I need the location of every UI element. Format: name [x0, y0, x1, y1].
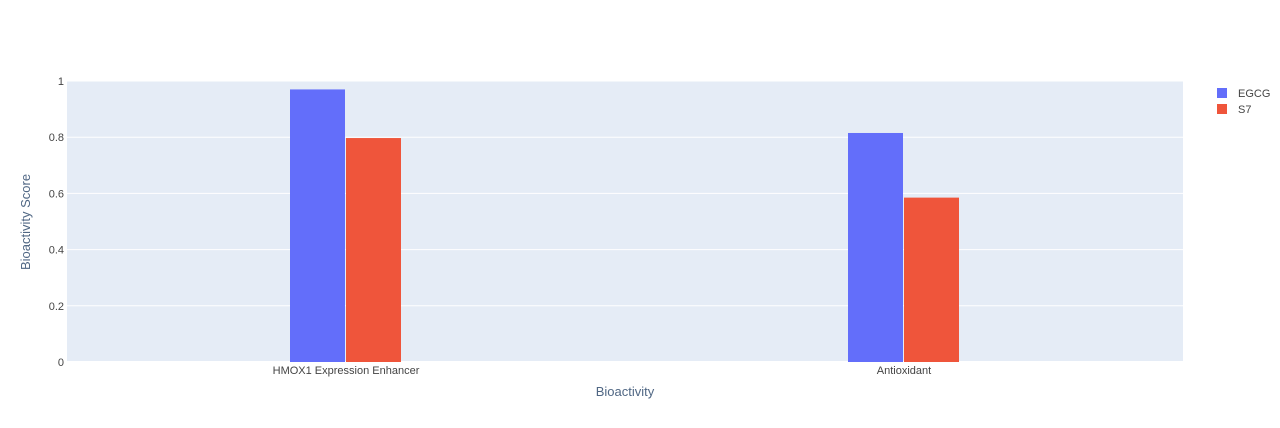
y-tick-label: 0.8: [49, 132, 64, 144]
y-tick-label: 0: [58, 357, 64, 369]
legend: EGCG S7: [1217, 88, 1270, 116]
y-axis-title: Bioactivity Score: [18, 174, 33, 270]
legend-swatch-egcg: [1217, 88, 1227, 98]
x-tick-label: HMOX1 Expression Enhancer: [273, 365, 420, 377]
bar-s7: [904, 197, 959, 362]
x-axis-title: Bioactivity: [596, 384, 655, 399]
gridlines: [67, 80, 1183, 363]
legend-swatch-s7: [1217, 104, 1227, 114]
y-axis-ticks: 0 0.2 0.4 0.6 0.8 1: [49, 76, 64, 369]
bars: [290, 89, 959, 363]
bar-egcg: [848, 132, 903, 362]
x-tick-label: Antioxidant: [877, 365, 931, 377]
legend-label-egcg: EGCG: [1238, 88, 1270, 100]
bar-s7: [346, 138, 401, 362]
y-tick-label: 1: [58, 76, 64, 88]
legend-label-s7: S7: [1238, 104, 1251, 116]
x-axis-ticks: HMOX1 Expression Enhancer Antioxidant: [273, 365, 932, 377]
plot-area-background: [67, 81, 1183, 362]
y-tick-label: 0.6: [49, 188, 64, 200]
y-tick-label: 0.4: [49, 245, 64, 257]
bar-egcg: [290, 89, 345, 363]
y-tick-label: 0.2: [49, 301, 64, 313]
